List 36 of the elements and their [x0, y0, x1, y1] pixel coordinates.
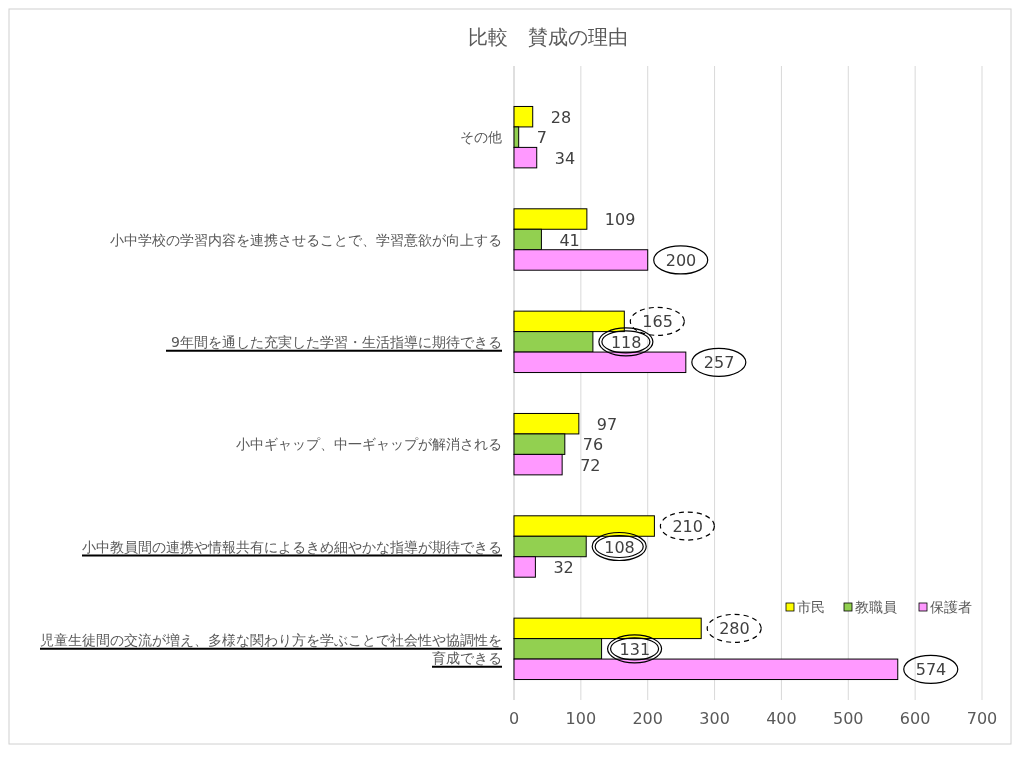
data-label: 200	[665, 250, 697, 270]
data-label: 34	[554, 148, 576, 168]
x-tick-label: 100	[565, 709, 597, 728]
data-label: 32	[553, 557, 574, 577]
x-tick-label: 600	[899, 709, 931, 728]
x-tick-label: 0	[508, 709, 520, 728]
y-tick-label: 小中学校の学習内容を連携させることで、学習意欲が向上する	[110, 231, 502, 248]
data-label: 72	[580, 455, 601, 475]
y-tick-label: 9年間を通した充実した学習・生活指導に期待できる	[171, 333, 502, 350]
data-label: 41	[559, 230, 580, 250]
chart-title: 比較 賛成の理由	[468, 25, 628, 49]
data-label: 280	[719, 619, 750, 639]
data-label: 108	[604, 537, 635, 557]
x-tick-label: 300	[699, 709, 730, 728]
legend-label: 保護者	[930, 599, 972, 615]
data-label: 7	[536, 128, 547, 148]
x-tick-label: 200	[632, 709, 663, 728]
legend-label: 市民	[797, 599, 825, 615]
data-label: 165	[642, 312, 673, 332]
y-tick-label: その他	[460, 129, 502, 146]
y-tick-label: 小中教員間の連携や情報共有によるきめ細やかな指導が期待できる	[82, 538, 502, 555]
y-tick-label: 小中ギャップ、中一ギャップが解消される	[236, 436, 502, 453]
data-label: 76	[582, 435, 604, 455]
legend-label: 教職員	[855, 599, 897, 615]
x-tick-label: 700	[966, 709, 998, 728]
data-label: 118	[610, 332, 642, 352]
x-tick-label: 500	[833, 709, 864, 728]
data-label: 109	[604, 210, 636, 230]
x-tick-label: 400	[766, 709, 797, 728]
data-label: 97	[596, 414, 618, 434]
y-tick-label: 児童生徒間の交流が増え、多様な関わり方を学ぶことで社会性や協調性を育成できる	[40, 631, 502, 666]
data-label: 574	[915, 660, 947, 680]
data-label: 28	[550, 107, 572, 127]
data-label: 257	[703, 353, 735, 373]
data-label: 210	[672, 517, 703, 537]
data-label: 131	[619, 639, 651, 659]
